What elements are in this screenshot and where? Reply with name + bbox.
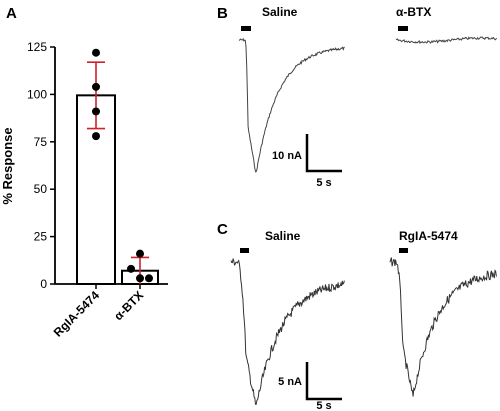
panel-c-right-label: RgIA-5474 [399,229,458,243]
scale-y-label-b: 10 nA [272,150,302,162]
y-tick-label: 125 [27,40,47,54]
panel-b-left-label: Saline [262,5,298,19]
y-tick-label: 0 [40,277,47,291]
x-tick-label: RgIA-5474 [51,288,103,340]
x-tick-label: α-BTX [111,288,146,323]
data-point [136,274,144,283]
application-bar [399,248,408,253]
scale-x-label-b: 5 s [316,177,331,189]
application-bar [241,26,251,31]
application-bar [398,26,408,31]
panel-b-right-label: α-BTX [396,5,431,19]
panel-letter-b: B [217,5,228,22]
data-point [92,107,100,116]
application-bar [240,248,249,253]
current-trace-btx [395,36,498,45]
scale-bar-c [305,362,342,401]
data-point [92,132,100,141]
panel-letter-c: C [217,221,228,238]
scale-bar-b [305,134,342,173]
current-trace-saline-c [230,258,345,405]
data-point [136,249,144,258]
panel-letter-a: A [6,5,17,22]
y-tick-label: 75 [34,135,48,149]
scale-x-label-c: 5 s [316,400,331,411]
bar-chart-a: % Response 0 25 50 75 100 125 RgIA-5474 α-BTX [0,40,168,340]
y-axis-label: % Response [0,127,15,204]
data-point [145,274,153,283]
data-point [92,48,100,57]
y-tick-label: 100 [27,87,47,101]
data-point [127,264,135,273]
scale-y-label-c: 5 nA [278,376,302,388]
current-trace-rgia [389,257,497,397]
panel-c-left-label: Saline [265,229,301,243]
y-tick-label: 50 [34,182,48,196]
current-trace-saline-b [238,37,345,173]
y-tick-label: 25 [34,230,48,244]
data-point [92,82,100,91]
